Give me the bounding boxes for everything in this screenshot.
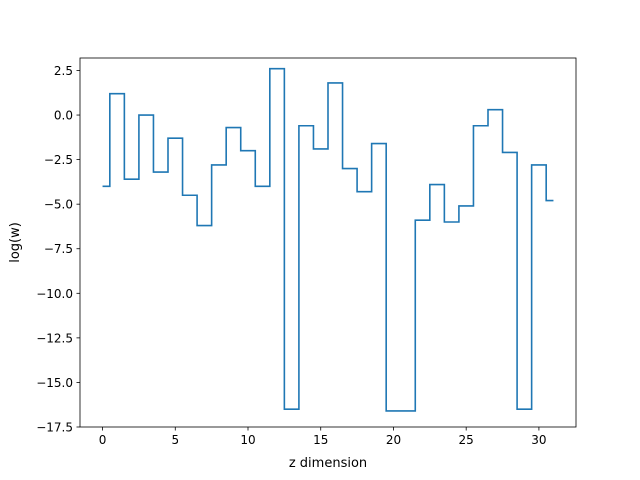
y-tick-label: −7.5 [44,242,73,256]
series-line-0 [102,67,554,412]
y-tick-label: −2.5 [44,153,73,167]
y-tick-label: 2.5 [54,64,73,78]
y-tick-label: −10.0 [36,287,73,301]
y-axis-label: log(w) [8,222,23,263]
y-tick-label: −17.5 [36,421,73,435]
y-tick-label: −15.0 [36,376,73,390]
y-tick-label: −5.0 [44,198,73,212]
plot-frame [79,57,577,428]
x-tick-label: 25 [459,433,474,447]
x-tick-label: 20 [386,433,401,447]
y-tick-label: 0.0 [54,109,73,123]
x-tick-label: 5 [171,433,179,447]
x-axis-label: z dimension [289,456,367,471]
x-tick-label: 10 [240,433,255,447]
y-tick-label: −12.5 [36,331,73,345]
x-tick-label: 30 [531,433,546,447]
x-tick-label: 15 [313,433,328,447]
x-tick-label: 0 [99,433,107,447]
